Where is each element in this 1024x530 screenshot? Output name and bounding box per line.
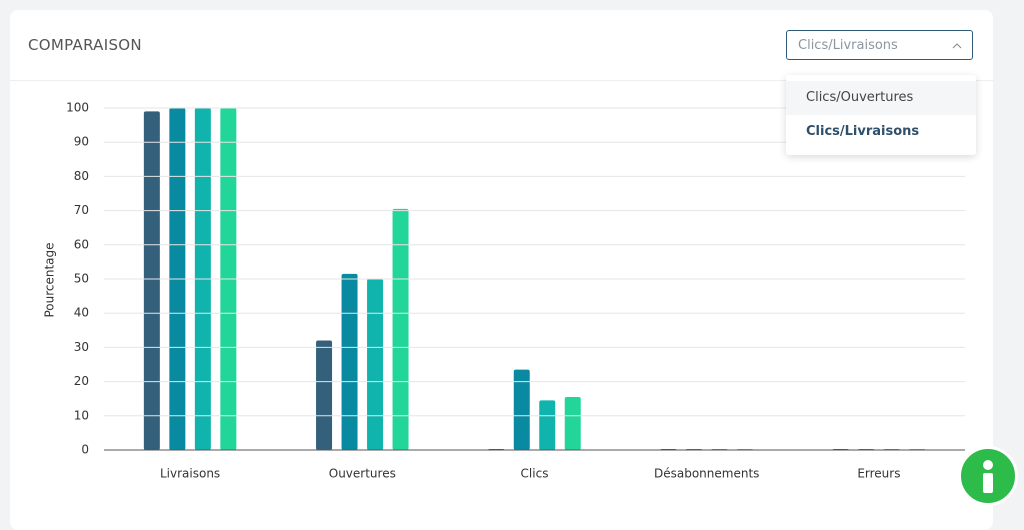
y-tick-label: 60 (74, 237, 89, 251)
y-tick-label: 70 (74, 203, 89, 217)
page: COMPARAISON Clics/Livraisons Clics/Ouver… (10, 10, 1018, 530)
y-tick-label: 10 (74, 408, 89, 422)
bar (316, 340, 333, 450)
y-tick-label: 0 (81, 443, 89, 457)
x-tick-label: Ouvertures (329, 467, 396, 481)
x-tick-label: Erreurs (857, 467, 900, 481)
info-button[interactable] (958, 446, 1018, 506)
bar (539, 400, 556, 450)
y-tick-label: 20 (74, 374, 89, 388)
y-axis-label: Pourcentage (43, 242, 57, 317)
dropdown-menu: Clics/Ouvertures Clics/Livraisons (786, 75, 976, 155)
dropdown-option[interactable]: Clics/Livraisons (806, 124, 920, 139)
y-tick-label: 90 (74, 135, 89, 149)
bar (367, 279, 384, 450)
y-tick-label: 50 (74, 272, 89, 286)
dropdown[interactable]: Clics/Livraisons (786, 30, 973, 60)
y-tick-label: 40 (74, 306, 89, 320)
y-tick-label: 30 (74, 340, 89, 354)
bar (341, 273, 358, 450)
info-icon (983, 460, 993, 493)
y-tick-label: 100 (66, 101, 89, 115)
y-tick-label: 80 (74, 169, 89, 183)
x-tick-label: Désabonnements (654, 467, 759, 481)
dropdown-option[interactable]: Clics/Ouvertures (786, 81, 976, 115)
bar (392, 208, 409, 450)
chevron (952, 43, 962, 49)
x-tick-label: Clics (521, 467, 549, 481)
bar (143, 111, 160, 451)
x-tick-label: Livraisons (160, 467, 220, 481)
card-header: COMPARAISON Clics/Livraisons (10, 10, 993, 81)
chart: Erreurs Désabonnements Clics Ouvertures Livr… (43, 101, 965, 481)
bar (564, 396, 581, 450)
bar (513, 369, 530, 450)
dropdown-value[interactable]: Clics/Livraisons (798, 38, 898, 53)
card-title: COMPARAISON (28, 36, 142, 54)
